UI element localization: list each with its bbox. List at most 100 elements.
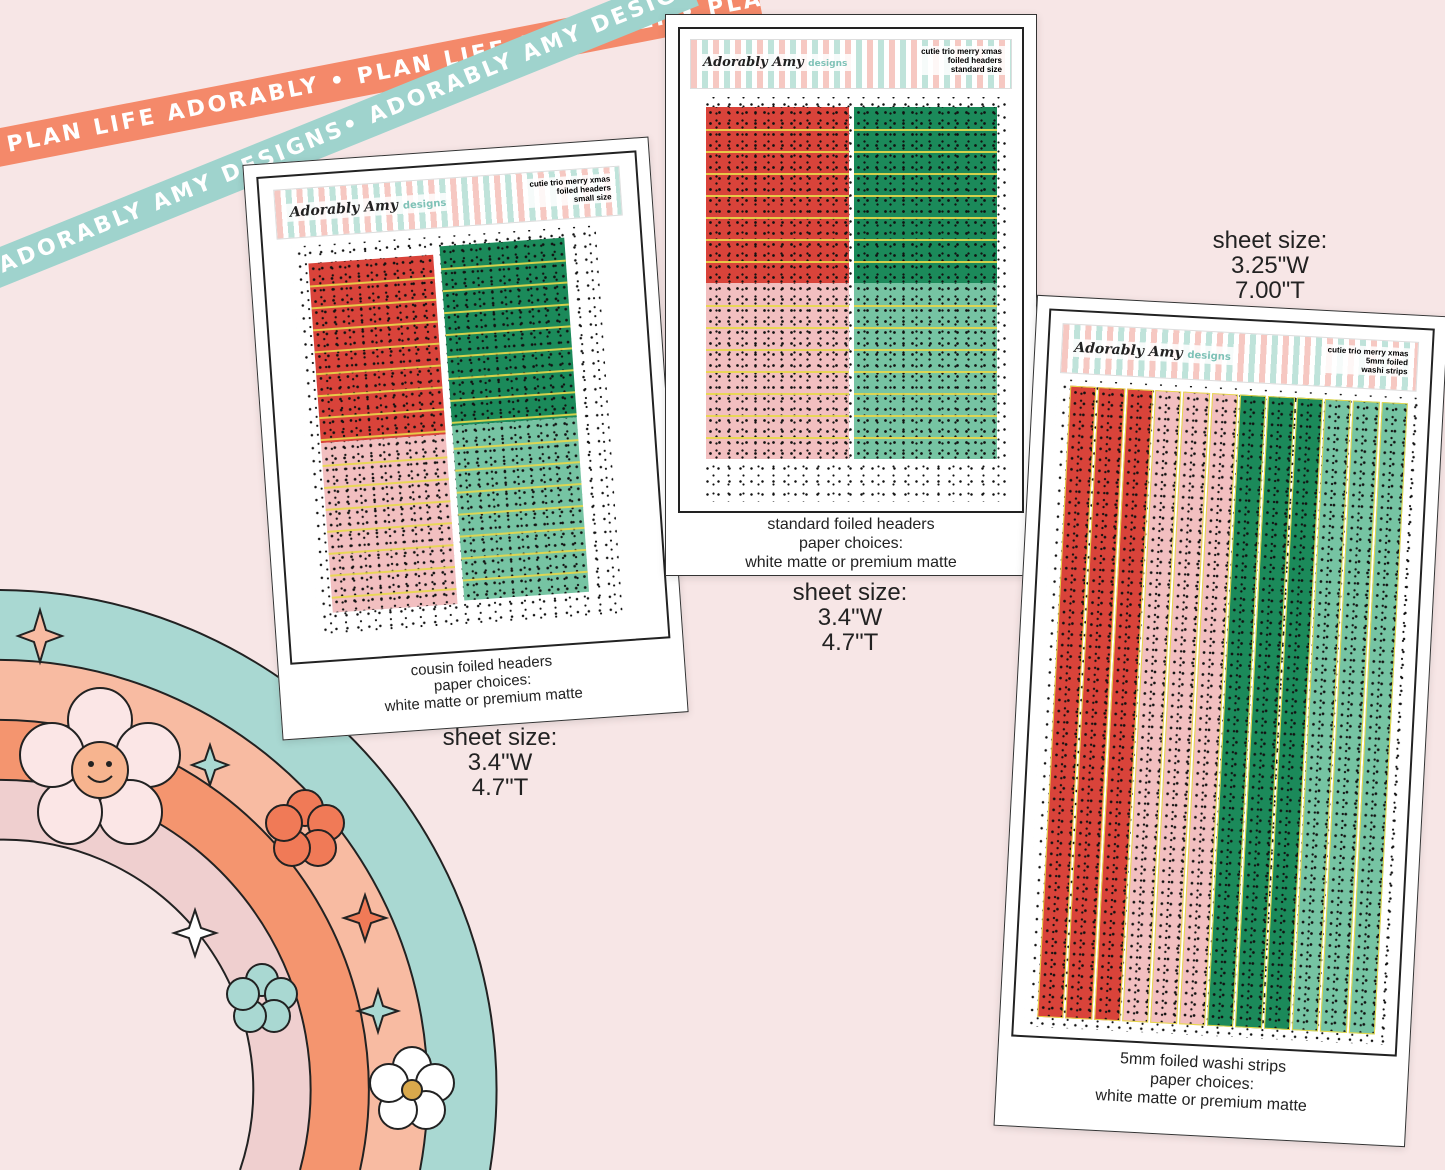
sheet-size-label: sheet size: 3.25"W 7.00"T [1195,228,1345,303]
header-block-dark-green [854,107,997,283]
foil-line [706,195,849,197]
foil-line [455,461,580,472]
foil-line [854,349,997,351]
foil-line [854,195,997,197]
washi-strips-card: Adorably Amy designs cutie trio merry xm… [993,294,1445,1148]
meta-line: standard size [950,65,1002,74]
brand-sub: designs [808,59,848,69]
size-line: 4.7"T [471,774,529,801]
foil-line [450,391,576,402]
washi-strips-group [1036,385,1409,1035]
foil-line [461,548,587,560]
cousin-headers-card: Adorably Amy designs cutie trio merry xm… [242,136,689,741]
foil-line [448,369,574,380]
sheet-frame: Adorably Amy designs cutie trio merry xm… [678,27,1024,513]
size-line: 3.4"W [467,749,533,776]
sheet-meta: cutie trio merry xmas 5mm foiled washi s… [1323,343,1412,378]
sheet-meta: cutie trio merry xmas foiled headers sma… [526,173,615,209]
standard-headers-card: Adorably Amy designs cutie trio merry xm… [665,14,1037,576]
sparkle-icon [340,891,390,945]
foil-line [319,408,444,419]
caption-line: paper choices: [798,535,904,552]
header-block-mint [452,417,589,601]
foil-line [854,239,997,241]
brand-logo: Adorably Amy designs [1069,338,1236,366]
foil-line [459,526,585,538]
foil-line [854,437,997,439]
sheet-frame: Adorably Amy designs cutie trio merry xm… [1011,308,1435,1057]
foil-line [444,303,569,314]
foil-line [854,217,997,219]
foil-line [706,415,849,417]
rainbow-illustration [0,589,498,1170]
sheet-caption: standard foiled headers paper choices: w… [666,515,1036,572]
sheet-caption: 5mm foiled washi strips paper choices: w… [996,1043,1408,1121]
foil-line [458,504,584,516]
sheet-frame: Adorably Amy designs cutie trio merry xm… [256,150,671,665]
foil-line [706,305,849,307]
brand-logo: Adorably Amy designs [699,54,852,71]
foil-line [330,566,455,577]
brand-sub: designs [1187,349,1232,364]
foil-line [309,276,435,287]
foil-line [311,298,437,309]
size-line: sheet size: [792,579,908,606]
sparkle-icon [189,741,231,789]
foil-line [706,261,849,263]
foil-line [453,439,579,450]
header-block-dark-green [439,237,577,426]
foil-line [706,393,849,395]
size-line: 3.4"W [817,604,883,631]
foil-line [314,342,440,353]
sheet-meta: cutie trio merry xmas foiled headers sta… [918,46,1005,75]
foil-line [706,239,849,241]
foil-line [854,173,997,175]
foil-line [445,325,571,336]
sparkle-icon [354,986,402,1036]
foil-line [854,129,997,131]
size-line: 4.7"T [821,629,879,656]
header-block-pink [320,434,458,613]
meta-line: foiled headers [947,56,1002,65]
foil-line [706,437,849,439]
sheet-header: Adorably Amy designs cutie trio merry xm… [690,39,1012,89]
brand-name: Adorably Amy [1073,339,1183,362]
foil-line [325,500,451,511]
sparkle-icon [170,906,220,960]
foil-line [706,151,849,153]
foil-line [442,281,568,292]
foil-line [706,327,849,329]
foil-line [706,371,849,373]
foil-line [328,544,454,555]
header-block-pink [706,283,849,459]
brand-logo: Adorably Amy designs [285,192,451,222]
foil-line [441,259,566,270]
foil-line [854,151,997,153]
foil-line [854,327,997,329]
foil-line [324,478,449,489]
smiley-flower-icon [19,687,181,845]
foil-line [331,587,457,599]
daisy-flower-icon [369,1046,455,1130]
meta-line: cutie trio merry xmas [921,47,1002,56]
size-line: sheet size: [1212,227,1328,254]
foil-line [854,415,997,417]
brand-name: Adorably Amy [703,55,804,70]
size-line: 7.00"T [1235,277,1305,304]
foil-line [316,364,441,375]
foil-line [706,173,849,175]
foil-line [854,261,997,263]
header-block-red [706,107,849,283]
brand-name: Adorably Amy [289,197,399,221]
sparkle-icon [15,606,65,666]
header-block-mint [854,283,997,459]
foil-line [317,386,443,397]
caption-line: white matte or premium matte [745,554,957,571]
foil-line [313,320,438,331]
sheet-size-label: sheet size: 3.4"W 4.7"T [420,725,580,800]
foil-line [854,393,997,395]
foil-line [462,570,588,582]
foil-line [706,129,849,131]
orange-flower-icon [265,789,345,867]
size-line: 3.25"W [1231,252,1309,279]
